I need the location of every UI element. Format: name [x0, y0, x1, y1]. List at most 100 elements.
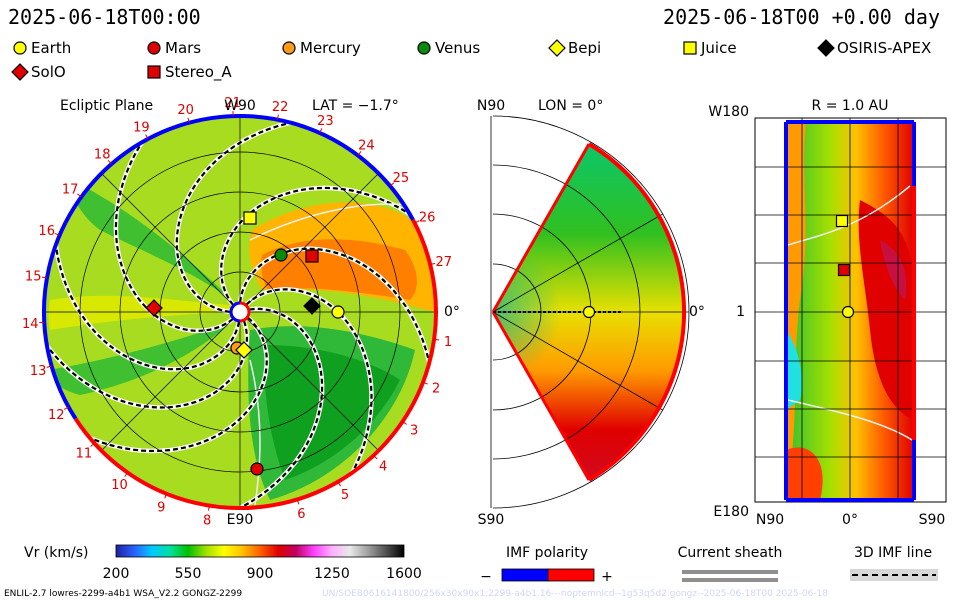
- ecliptic-bottom-label: E90: [227, 512, 254, 528]
- synoptic-x-mid: 0°: [842, 512, 858, 528]
- carrington-tick-mark: [276, 114, 279, 120]
- carrington-tick: 14: [22, 317, 39, 332]
- imf-line-legend: 3D IMF line: [850, 545, 938, 581]
- carrington-tick-mark: [145, 134, 149, 140]
- imf-spiral-line: [210, 307, 324, 508]
- imf-polarity-plus: +: [601, 569, 613, 585]
- carrington-tick: 4: [379, 460, 387, 475]
- colorbar-ticks: 200 550 900 1250 1600: [103, 566, 422, 582]
- carrington-tick-mark: [107, 159, 112, 165]
- carrington-tick-mark: [124, 472, 128, 477]
- ecliptic-marker-mars: [250, 462, 264, 476]
- carrington-tick-mark: [164, 493, 168, 499]
- ecliptic-polarity-rim-negative: [42, 114, 415, 420]
- colorbar-tick-label: 900: [247, 566, 274, 582]
- ecliptic-fast-stream-core: [261, 239, 417, 300]
- sun-marker-polarity: [229, 301, 241, 323]
- carrington-tick: 2: [432, 381, 440, 396]
- carrington-tick: 22: [272, 100, 289, 115]
- carrington-tick: 16: [38, 224, 55, 239]
- legend-marker-osiris-apex: [817, 39, 835, 57]
- legend-label-mercury: Mercury: [300, 39, 361, 57]
- imf-spiral-line: [220, 186, 436, 306]
- footer-model-info: ENLIL-2.7 lowres-2299-a4b1 WSA_V2.2 GONG…: [4, 589, 242, 599]
- ecliptic-polarity-rim-positive: [73, 219, 438, 510]
- carrington-tick-mark: [77, 193, 82, 198]
- ecliptic-spiral-arm-upper: [71, 180, 232, 300]
- ecliptic-lat-label: LAT = −1.7°: [312, 98, 399, 114]
- legend-marker-bepi: [548, 39, 566, 57]
- imf-polarity-negative-swatch: [501, 568, 549, 582]
- carrington-tick: 8: [203, 513, 211, 528]
- current-sheath-upper: [249, 203, 411, 241]
- ecliptic-right-label: 0°: [444, 304, 460, 320]
- carrington-tick-mark: [63, 406, 69, 410]
- carrington-tick: 25: [393, 171, 410, 186]
- imf-spiral-line: [53, 213, 241, 371]
- meridional-spoke: [492, 311, 663, 411]
- legend-label-bepi: Bepi: [568, 39, 601, 57]
- carrington-tick-mark: [319, 128, 323, 134]
- ecliptic-slow-stream-core: [264, 345, 400, 480]
- imf-polarity-positive-swatch: [547, 568, 595, 582]
- carrington-tick: 17: [62, 183, 79, 198]
- carrington-tick: 6: [297, 507, 305, 522]
- synoptic-y-mid: 1: [736, 304, 745, 320]
- carrington-tick: 9: [157, 501, 165, 516]
- synoptic-fast-peak: [880, 240, 907, 300]
- imf-line-title: 3D IMF line: [854, 545, 932, 561]
- meridional-lon-label: LON = 0°: [538, 98, 603, 114]
- legend-label-venus: Venus: [435, 39, 480, 57]
- imf-polarity-minus: −: [480, 569, 492, 585]
- carrington-tick: 5: [341, 488, 349, 503]
- meridional-right-label: 0°: [689, 304, 705, 320]
- synoptic-earth-marker: [841, 305, 855, 319]
- ecliptic-yellow-band: [48, 295, 230, 330]
- carrington-tick: 23: [317, 114, 334, 129]
- ecliptic-marker-bepi: [235, 341, 253, 359]
- legend-label-mars: Mars: [165, 39, 201, 57]
- carrington-tick-mark: [208, 505, 210, 511]
- carrington-tick: 19: [133, 121, 150, 136]
- carrington-tick: 13: [30, 364, 47, 379]
- legend-label-earth: Earth: [31, 39, 71, 57]
- imf-spiral-line: [114, 116, 234, 332]
- carrington-tick-mark: [389, 182, 395, 187]
- synoptic-x-right: S90: [919, 512, 946, 528]
- imf-spiral-line: [61, 317, 268, 453]
- carrington-tick: 12: [48, 408, 65, 423]
- carrington-tick: 21: [224, 96, 241, 111]
- colorbar-tick-label: 1250: [314, 566, 350, 582]
- footer-run-id: UN/SOEB0616141800/256x30x90x1:2299-a4b1.…: [322, 589, 828, 599]
- current-sheath-title: Current sheath: [678, 545, 783, 561]
- ecliptic-marker-venus: [274, 248, 288, 262]
- colorbar-scale: [115, 544, 405, 558]
- carrington-tick-mark: [54, 233, 60, 236]
- synoptic-stereo-a-marker: [837, 263, 851, 277]
- carrington-tick: 10: [111, 478, 128, 493]
- carrington-tick-mark: [187, 117, 190, 123]
- colorbar-tick-label: 1600: [386, 566, 422, 582]
- legend-label-osiris-apex: OSIRIS-APEX: [837, 39, 931, 57]
- carrington-tick-mark: [422, 381, 428, 385]
- synoptic-slow-pocket: [786, 330, 802, 410]
- ecliptic-marker-earth: [331, 305, 345, 319]
- synoptic-title: R = 1.0 AU: [812, 98, 889, 114]
- synoptic-current-sheath-upper: [787, 185, 911, 246]
- legend-marker-mars: [147, 41, 161, 55]
- meridional-polarity-rim: [587, 142, 686, 482]
- meridional-edge-north: [491, 143, 591, 313]
- legend-label-stereo-a: Stereo_A: [165, 63, 232, 82]
- carrington-tick-mark: [46, 365, 52, 368]
- colorbar-label: Vr (km/s): [24, 545, 88, 561]
- meridional-spoke: [492, 213, 663, 313]
- ecliptic-marker-osiris-apex: [303, 297, 321, 315]
- carrington-tick-mark: [357, 151, 362, 156]
- synoptic-panel: R = 1.0 AU W180 1 E180 N90 0° S90: [708, 98, 947, 528]
- legend-marker-venus: [417, 41, 431, 55]
- imf-spiral-line: [175, 117, 322, 313]
- synoptic-fast-core: [858, 200, 914, 420]
- current-sheath-swatch-bottom: [682, 578, 778, 582]
- legend-marker-juice: [683, 41, 697, 55]
